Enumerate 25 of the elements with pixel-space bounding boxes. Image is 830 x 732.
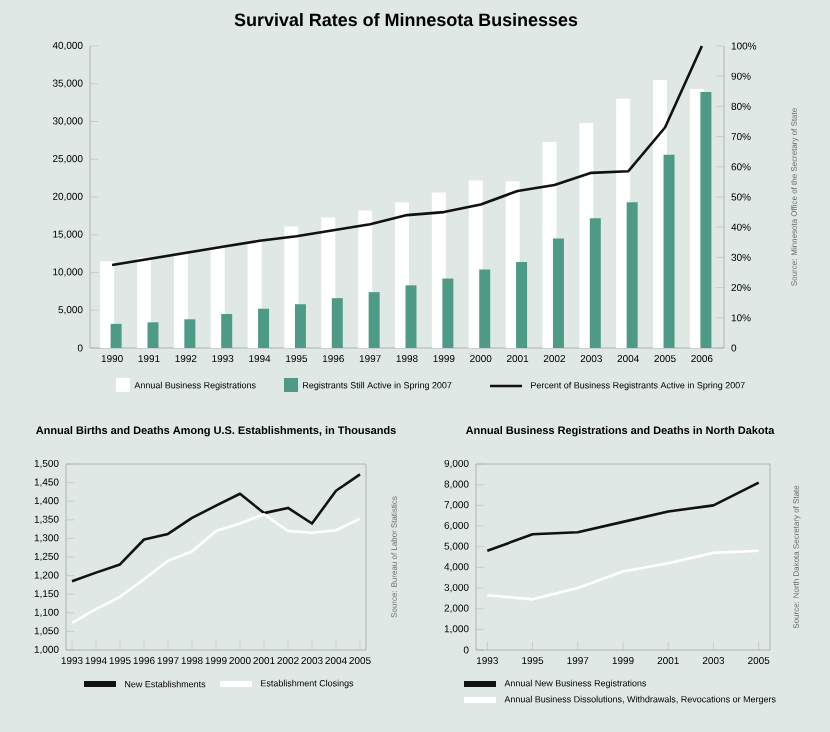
- bar: [479, 269, 491, 348]
- bar: [700, 92, 712, 348]
- bar: [626, 202, 638, 348]
- bar: [221, 314, 233, 348]
- chart-title: Survival Rates of Minnesota Businesses: [234, 12, 578, 27]
- bar: [321, 217, 336, 348]
- bar: [258, 308, 270, 348]
- bar: [552, 238, 564, 348]
- line-series: [486, 549, 760, 601]
- bar: [294, 304, 306, 348]
- line-series: [70, 473, 362, 583]
- bar: [368, 292, 380, 348]
- bar: [284, 226, 299, 348]
- line-series: [70, 512, 362, 625]
- bar: [663, 154, 675, 348]
- bar: [100, 261, 115, 348]
- line-series: [486, 481, 760, 553]
- bar: [331, 298, 343, 348]
- bar: [184, 319, 196, 348]
- bar: [147, 322, 159, 348]
- bar: [405, 285, 417, 348]
- bar: [110, 323, 122, 348]
- bar: [442, 278, 454, 348]
- bar: [589, 218, 601, 348]
- bar: [516, 261, 528, 348]
